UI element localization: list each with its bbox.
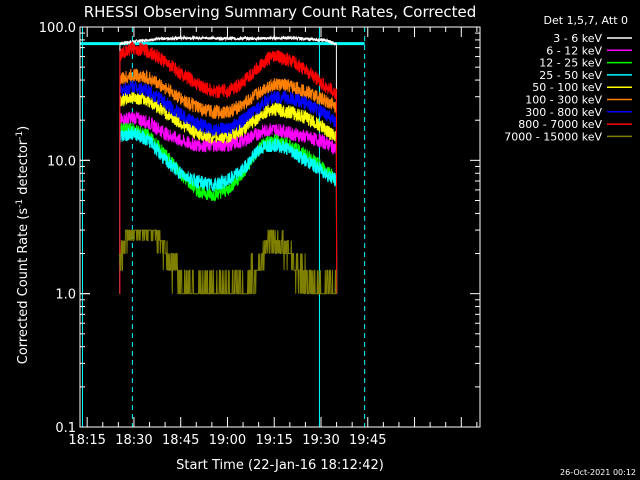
series-line	[119, 89, 338, 294]
x-tick-label: 18:30	[115, 433, 152, 448]
x-axis: 18:15 18:30 18:45 19:00 19:15 19:30 19:45	[68, 27, 478, 448]
y-tick-label: 10.0	[47, 154, 76, 169]
x-tick-label: 19:45	[349, 433, 386, 448]
chart-title: RHESSI Observing Summary Count Rates, Co…	[84, 3, 477, 21]
x-tick-label: 19:00	[209, 433, 246, 448]
series-line	[119, 34, 338, 294]
footer-timestamp: 26-Oct-2021 00:12	[560, 468, 636, 477]
legend-entry-label: 6 - 12 keV	[546, 44, 602, 57]
plot-area	[79, 26, 481, 428]
legend-entry-label: 12 - 25 keV	[539, 57, 602, 70]
y-axis-label-sup: -1	[15, 199, 25, 208]
y-tick-label: 100.0	[39, 21, 76, 36]
x-tick-label: 19:30	[302, 433, 339, 448]
y-tick-label: 0.1	[55, 421, 76, 436]
x-axis-label: Start Time (22-Jan-16 18:12:42)	[176, 458, 384, 473]
y-axis-label-main: Corrected Count Rate (s	[16, 208, 31, 365]
x-tick-label: 18:45	[162, 433, 199, 448]
legend-entry-label: 3 - 6 keV	[553, 32, 602, 45]
y-tick-label: 1.0	[55, 288, 76, 303]
y-axis: 0.1 1.0 10.0 100.0	[39, 21, 480, 436]
y-axis-label-mid: detector	[16, 139, 31, 199]
legend-entry-label: 25 - 50 keV	[539, 69, 602, 82]
series-line	[119, 80, 338, 294]
legend-entry-label: 100 - 300 keV	[525, 94, 602, 107]
y-axis-label-end: )	[16, 126, 31, 131]
legend-entry-label: 50 - 100 keV	[532, 81, 602, 94]
series-line	[119, 229, 337, 295]
series-line	[119, 126, 338, 294]
series-line	[119, 68, 338, 294]
legend-entry-label: 300 - 800 keV	[525, 106, 602, 119]
x-tick-label: 19:15	[255, 433, 292, 448]
plot-frame	[79, 26, 481, 428]
legend-entry-label: 800 - 7000 keV	[518, 118, 602, 131]
series-line	[119, 41, 338, 294]
y-axis-label-sup2: -1	[15, 131, 25, 140]
y-axis-label: Corrected Count Rate (s-1 detector-1)	[15, 126, 31, 364]
series-line	[119, 111, 338, 294]
x-tick-label: 18:15	[68, 433, 105, 448]
legend-header: Det 1,5,7, Att 0	[544, 14, 628, 27]
legend-entry-label: 7000 - 15000 keV	[504, 130, 602, 143]
